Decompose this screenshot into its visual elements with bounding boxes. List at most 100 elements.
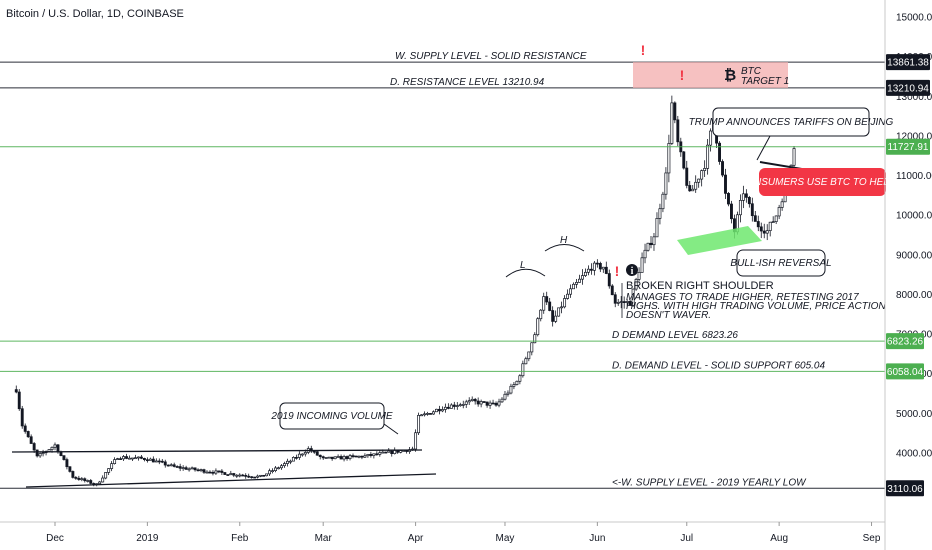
head-label: H [560,235,568,246]
candle-down [744,193,748,198]
candle-down [354,455,358,458]
candle-up [288,460,292,463]
level-label: <-W. SUPPLY LEVEL - 2019 YEARLY LOW [612,477,807,488]
candle-down [244,475,248,477]
candle-up [637,272,641,280]
candle-down [142,457,146,461]
candle-down [339,456,343,460]
candle-up [524,358,528,365]
candle-down [145,459,149,462]
candle-down [172,464,176,467]
y-tick-label: 4000.00 [896,449,932,460]
candle-up [53,444,57,448]
alert-exclamation-icon: ! [615,263,620,279]
candle-down [721,161,724,176]
candle-up [336,456,340,458]
candle-up [592,262,596,271]
candlestick-series [14,95,796,487]
candle-down [360,455,364,458]
candle-down [607,273,611,287]
candle-up [110,463,114,469]
candle-down [628,301,632,306]
candle-down [294,457,298,459]
candle-down [604,266,608,274]
candle-down [312,450,316,453]
time-axis[interactable]: Dec 2019 Feb Mar Apr May Jun Jul Aug Sep [46,522,881,544]
price-badge [886,480,924,497]
candle-up [664,172,668,195]
price-badge-label: 6823.26 [887,337,924,348]
price-axis[interactable]: 4000.005000.006000.007000.008000.009000.… [896,13,932,460]
candle-up [527,351,531,360]
y-tick-label: 15000.00 [896,13,932,24]
candle-up [467,400,471,403]
candle-up [697,178,701,183]
candle-up [50,446,54,450]
candle-up [497,401,501,406]
candle-down [437,408,441,412]
candle-up [670,102,674,144]
candle-up [479,401,483,405]
candle-down [62,455,66,460]
volume-callout-text: 2019 INCOMING VOLUME [270,411,392,422]
candle-up [765,230,769,234]
candle-down [756,221,760,228]
support-trendline [25,473,437,488]
candle-up [533,334,537,344]
candle-up [417,415,421,434]
chart-title: Bitcoin / U.S. Dollar, 1D, COINBASE [6,8,184,20]
price-badge [886,54,930,71]
candle-down [226,474,230,476]
candle-up [691,188,695,192]
price-badge [886,79,930,96]
candle-up [235,474,239,477]
resistance-trendline [11,449,423,453]
trump-callout-box [712,107,870,137]
candle-up [285,460,289,464]
x-tick-label: Mar [315,533,333,544]
candle-down [139,456,143,459]
candle-up [259,474,263,477]
candle-up [500,398,504,403]
trump-callout-text: TRUMP ANNOUNCES TARIFFS ON BEIJING [689,117,894,128]
candle-down [160,460,164,463]
candle-up [616,302,620,304]
candle-up [601,266,605,270]
y-tick-label: 11000.00 [896,171,932,182]
candle-down [330,456,334,460]
candle-up [229,473,233,476]
candle-up [768,221,772,231]
price-badge-label: 3110.06 [887,484,923,495]
candle-down [29,436,33,444]
info-icon [626,264,638,276]
candle-up [199,469,203,471]
candle-down [166,464,170,467]
candle-down [77,477,81,480]
candle-down [384,451,388,454]
candle-down [551,310,555,322]
candle-up [455,405,459,407]
candle-up [300,453,304,456]
candle-up [420,414,423,417]
horizontal-levels: W. SUPPLY LEVEL - SOLID RESISTANCE D. RES… [0,51,885,489]
left-shoulder-label: L [520,260,526,271]
candle-up [366,453,370,457]
x-tick-label: May [496,533,515,544]
candle-up [136,456,140,459]
candle-up [625,301,629,303]
candle-up [238,474,242,477]
candle-down [217,470,221,473]
candle-down [32,443,36,451]
candle-down [68,466,72,472]
candle-down [545,296,549,303]
candle-down [375,453,379,456]
candle-up [512,384,516,387]
candle-up [440,409,444,412]
candle-down [747,197,751,205]
candle-down [673,102,677,121]
candle-up [694,181,698,190]
candle-up [169,464,173,467]
candle-up [506,392,510,395]
